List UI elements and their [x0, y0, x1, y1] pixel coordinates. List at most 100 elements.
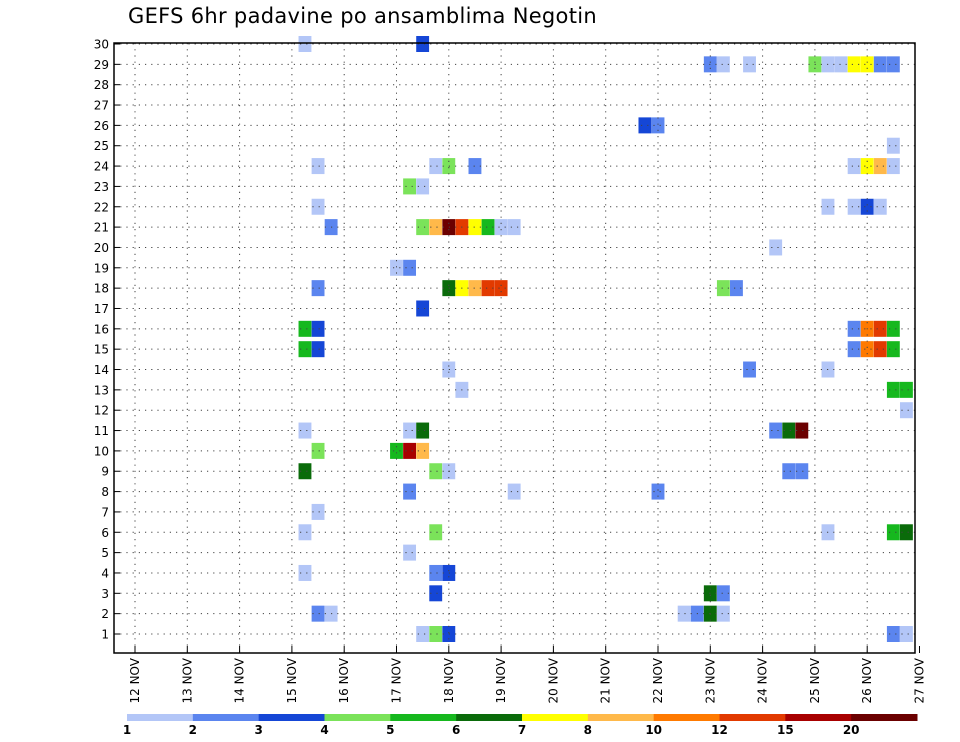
- y-tick-label: 28: [94, 78, 109, 92]
- y-tick-label: 30: [94, 38, 109, 52]
- x-axis: 12 NOV 13 NOV 14 NOV 15 NOV 16 NOV 17 NOV 18 N…: [128, 646, 927, 704]
- y-tick-label: 1: [101, 628, 109, 642]
- y-tick-label: 23: [94, 180, 109, 194]
- x-tick-label: 21 NOV: [599, 657, 613, 703]
- heatmap-cell: [886, 137, 900, 154]
- y-tick-label: 19: [94, 261, 109, 275]
- colorbar-label: 2: [189, 723, 197, 737]
- heatmap-cell: [416, 300, 430, 317]
- heatmap-cell: [847, 158, 861, 175]
- x-tick-label: 27 NOV: [913, 657, 927, 703]
- heatmap-cell: [716, 605, 730, 622]
- x-tick-label: 24 NOV: [756, 657, 770, 703]
- y-tick-label: 4: [101, 566, 109, 580]
- heatmap-cell: [403, 483, 417, 500]
- heatmap-cell: [886, 341, 900, 358]
- heatmap-cell: [390, 259, 403, 276]
- heatmap-cell: [886, 158, 900, 175]
- x-tick-label: 25 NOV: [808, 657, 822, 703]
- y-tick-label: 20: [94, 241, 109, 255]
- colorbar-segment: [192, 714, 260, 721]
- colorbar-label: 6: [452, 723, 460, 737]
- heatmap-cell: [403, 544, 417, 561]
- y-tick-label: 27: [94, 99, 109, 113]
- heatmap-cell: [860, 198, 874, 215]
- heatmap-cell: [795, 463, 809, 480]
- heatmap-cell: [429, 626, 443, 642]
- y-tick-label: 10: [94, 444, 109, 458]
- colorbar-segment: [785, 714, 852, 721]
- heatmap-cell: [886, 320, 900, 337]
- heatmap-cell: [860, 341, 874, 358]
- heatmap-cell: [899, 626, 913, 642]
- heatmap-cell: [298, 341, 312, 358]
- x-tick-label: 23 NOV: [703, 657, 717, 703]
- x-tick-label: 18 NOV: [442, 657, 456, 703]
- x-tick-label: 14 NOV: [233, 657, 247, 703]
- heatmap-cell: [886, 56, 900, 73]
- heatmap-cell: [429, 463, 443, 480]
- heatmap-cell: [298, 463, 312, 480]
- y-tick-label: 15: [94, 343, 109, 357]
- heatmap-cell: [873, 56, 887, 73]
- colorbar-label: 8: [584, 723, 592, 737]
- y-tick-label: 7: [101, 505, 109, 519]
- heatmap-cell: [403, 442, 417, 459]
- heatmap-cell: [416, 178, 430, 195]
- heatmap-cell: [481, 280, 495, 297]
- colorbar-segment: [522, 714, 589, 721]
- colorbar-label: 10: [645, 723, 662, 737]
- heatmap-cell: [298, 524, 312, 541]
- heatmap-cell: [873, 158, 887, 175]
- y-tick-label: 29: [94, 58, 109, 72]
- colorbar-segment: [390, 714, 457, 721]
- heatmap-cell: [429, 564, 443, 581]
- colorbar-segment: [127, 714, 194, 721]
- heatmap-cell: [311, 158, 325, 175]
- heatmap-cell: [834, 56, 848, 73]
- heatmap-cell: [481, 219, 495, 236]
- x-tick-label: 20 NOV: [546, 657, 560, 703]
- heatmap-cell: [886, 524, 900, 541]
- x-tick-label: 22 NOV: [651, 657, 665, 703]
- heatmap-cell: [429, 585, 443, 602]
- heatmap-cell: [468, 158, 482, 175]
- heatmap-cell: [507, 483, 521, 500]
- heatmap-cell: [311, 605, 325, 622]
- colorbar-segment: [851, 714, 918, 721]
- y-tick-label: 22: [94, 200, 109, 214]
- plot-frame: [113, 42, 916, 654]
- y-tick-label: 14: [94, 363, 109, 377]
- heatmap-cell: [298, 564, 312, 581]
- colorbar-segment: [324, 714, 391, 721]
- heatmap-cell: [651, 117, 665, 134]
- y-tick-label: 12: [94, 404, 109, 418]
- grid-lines: [114, 43, 915, 653]
- y-tick-label: 26: [94, 119, 109, 133]
- heatmap-cell: [860, 158, 874, 175]
- colorbar-segment: [456, 714, 523, 721]
- heatmap-cell: [298, 422, 312, 439]
- colorbar: 1 2 3 4 5 6 7 8 10 12 15 20: [123, 714, 918, 737]
- heatmap-cell: [468, 280, 482, 297]
- heatmap-cell: [494, 280, 508, 297]
- x-tick-label: 17 NOV: [390, 657, 404, 703]
- heatmap-cell: [782, 422, 796, 439]
- heatmap-cell: [860, 56, 874, 73]
- colorbar-segment: [587, 714, 655, 721]
- heatmap-cell: [311, 442, 325, 459]
- colorbar-label: 5: [386, 723, 394, 737]
- colorbar-segment: [719, 714, 786, 721]
- y-tick-label: 16: [94, 322, 109, 336]
- y-axis: 1234567891011121314151617181920212223242…: [94, 38, 120, 642]
- x-tick-label: 16 NOV: [337, 657, 351, 703]
- heatmap-cell: [899, 402, 913, 419]
- chart-title: GEFS 6hr padavine po ansamblima Negotin: [128, 4, 597, 28]
- heatmap-cell: [847, 320, 861, 337]
- heatmap-cell: [638, 117, 652, 134]
- heatmap-cell: [403, 422, 417, 439]
- heatmap-cell: [507, 219, 521, 236]
- colorbar-label: 20: [843, 723, 860, 737]
- colorbar-segment: [653, 714, 720, 721]
- heatmap-cell: [298, 320, 312, 337]
